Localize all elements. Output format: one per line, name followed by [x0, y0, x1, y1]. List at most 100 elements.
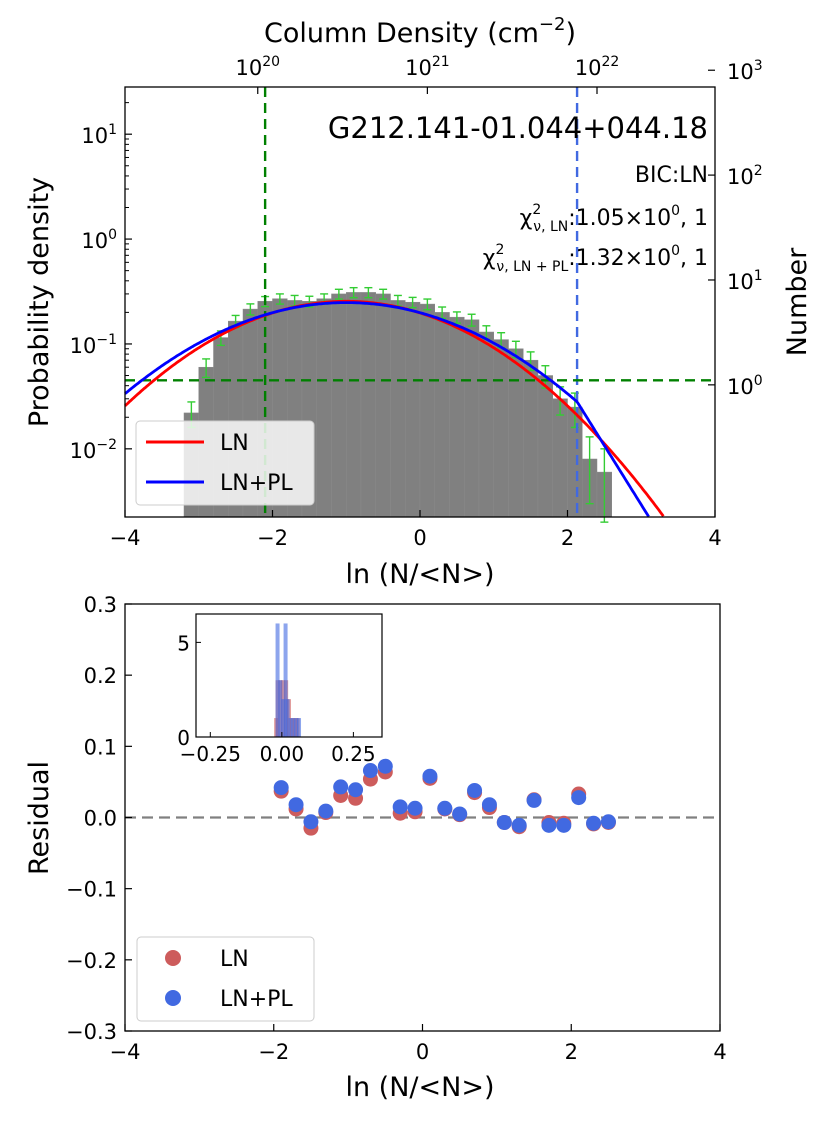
inset-histogram: −0.25 0.00 0.25 0 5	[177, 613, 383, 766]
fit-curves	[124, 299, 665, 518]
top-panel: −4 −2 0 2 4 101 100 10−1 10−2 103 102 101 100 1020 102…	[24, 14, 813, 590]
histogram-bar	[405, 301, 421, 518]
histogram-bar	[464, 319, 480, 518]
histogram-bar	[449, 316, 465, 518]
legend-label-ln: LN	[220, 431, 249, 456]
right-axis-title: Number	[782, 247, 813, 356]
histogram-bar	[390, 300, 406, 518]
residual-point-lnpl	[392, 799, 408, 815]
residual-point-lnpl	[437, 800, 453, 816]
x-tick-label: 0	[413, 526, 426, 550]
inset-x-tick-label: −0.25	[180, 742, 241, 766]
residual-point-lnpl	[526, 792, 542, 808]
residual-point-lnpl	[288, 797, 304, 813]
inset-bar-lnpl	[297, 718, 302, 737]
histogram-bar	[493, 339, 509, 518]
residual-point-lnpl	[556, 817, 572, 833]
y-tick-label: 101	[81, 122, 117, 148]
bic-annotation: BIC:LN	[635, 163, 708, 188]
x-tick-label: −2	[258, 1040, 289, 1064]
top-tick-label: 1020	[235, 54, 280, 80]
histogram-bar	[552, 398, 568, 518]
histogram-bar	[434, 312, 450, 518]
residual-point-lnpl	[333, 779, 349, 795]
top-tick-label: 1021	[405, 54, 450, 80]
chi-ln-annotation: χ2 ν, LN:1.05×100, 1	[520, 202, 708, 235]
y-tick-label: 0.2	[84, 664, 117, 688]
top-axis-ticks: −4 −2 0 2 4 101 100 10−1 10−2 103 102 101 100 1020 102…	[70, 54, 763, 550]
residual-point-lnpl	[452, 806, 468, 822]
residual-point-lnpl	[422, 768, 438, 784]
residual-axis-title: Residual	[24, 761, 55, 875]
right-tick-label: 101	[727, 268, 763, 294]
y-tick-label: 0.3	[84, 593, 117, 617]
inset-bar-lnpl	[275, 623, 280, 737]
inset-bar-lnpl	[285, 699, 290, 737]
legend-marker-lnpl	[165, 990, 181, 1006]
histogram-bar	[478, 331, 494, 518]
top-legend: LN LN+PL	[135, 420, 315, 506]
inset-y-tick-label: 5	[177, 631, 190, 655]
inset-bar-lnpl	[281, 699, 286, 737]
inset-x-tick-label: 0.25	[331, 742, 376, 766]
legend-label-lnpl: LN+PL	[220, 471, 293, 496]
inset-bar-lnpl	[278, 680, 283, 737]
histogram-bar	[346, 292, 362, 518]
inset-bars	[274, 623, 302, 737]
y-tick-label: 0.0	[84, 807, 117, 831]
x-tick-label: 4	[713, 1040, 726, 1064]
y-tick-label: −0.2	[66, 949, 117, 973]
legend-box	[136, 936, 315, 1022]
x-tick-label: −4	[110, 1040, 141, 1064]
x-tick-label: −4	[110, 526, 141, 550]
residual-point-lnpl	[407, 800, 423, 816]
x-tick-label: 4	[708, 526, 721, 550]
y-tick-label: 10−2	[70, 437, 117, 463]
residual-point-lnpl	[467, 782, 483, 798]
top-x-axis-title: ln (N/<N>)	[345, 559, 494, 590]
chi-lnpl-annotation: χ2 ν, LN + PL:1.32×100, 1	[483, 242, 708, 275]
histogram-bar	[508, 348, 524, 518]
inset-bar-lnpl	[283, 623, 288, 737]
residual-point-lnpl	[273, 780, 289, 796]
residual-point-lnpl	[318, 803, 334, 819]
histogram-bar	[537, 375, 553, 518]
inset-y-tick-label: 0	[177, 726, 190, 750]
residual-point-lnpl	[571, 790, 587, 806]
plot-title: G212.141-01.044+044.18	[328, 111, 708, 145]
histogram-bar	[360, 292, 376, 518]
x-tick-label: 2	[561, 526, 574, 550]
residual-point-lnpl	[511, 817, 527, 833]
histogram-error-bars	[187, 286, 609, 523]
inset-frame	[195, 613, 383, 738]
residual-points	[273, 758, 616, 836]
y-tick-label: −0.1	[66, 878, 117, 902]
top-tick-label: 1022	[575, 54, 620, 80]
legend-label-ln: LN	[220, 947, 249, 972]
histogram-bar	[419, 303, 435, 518]
legend-label-lnpl: LN+PL	[220, 987, 293, 1012]
histogram-bar	[331, 293, 347, 518]
residual-point-lnpl	[348, 782, 364, 798]
inset-bar-lnpl	[288, 718, 293, 737]
right-tick-label: 103	[727, 58, 763, 84]
right-tick-label: 100	[727, 373, 763, 399]
histogram-bar	[375, 293, 391, 518]
residual-point-lnpl	[586, 815, 602, 831]
x-tick-label: 0	[416, 1040, 429, 1064]
top-axis-title: Column Density (cm−2)	[264, 14, 576, 49]
residual-point-lnpl	[600, 814, 616, 830]
inset-ticks: −0.25 0.00 0.25 0 5	[177, 631, 375, 766]
inset-x-tick-label: 0.00	[260, 742, 305, 766]
bottom-legend: LN LN+PL	[136, 936, 315, 1022]
y-axis-title: Probability density	[24, 177, 55, 427]
y-tick-label: 100	[81, 227, 117, 253]
bottom-axis-ticks: −4 −2 0 2 4 0.3 0.2 0.1 0.0 −0.1 −0.2 −0.3	[66, 593, 727, 1064]
inset-bar-lnpl	[291, 718, 296, 737]
bottom-panel: −4 −2 0 2 4 0.3 0.2 0.1 0.0 −0.1 −0.2 −0.3 ln (N/<N…	[24, 593, 727, 1103]
residual-point-lnpl	[377, 758, 393, 774]
fit-curve-lnpl	[124, 301, 650, 518]
x-tick-label: 2	[565, 1040, 578, 1064]
residual-point-lnpl	[362, 763, 378, 779]
